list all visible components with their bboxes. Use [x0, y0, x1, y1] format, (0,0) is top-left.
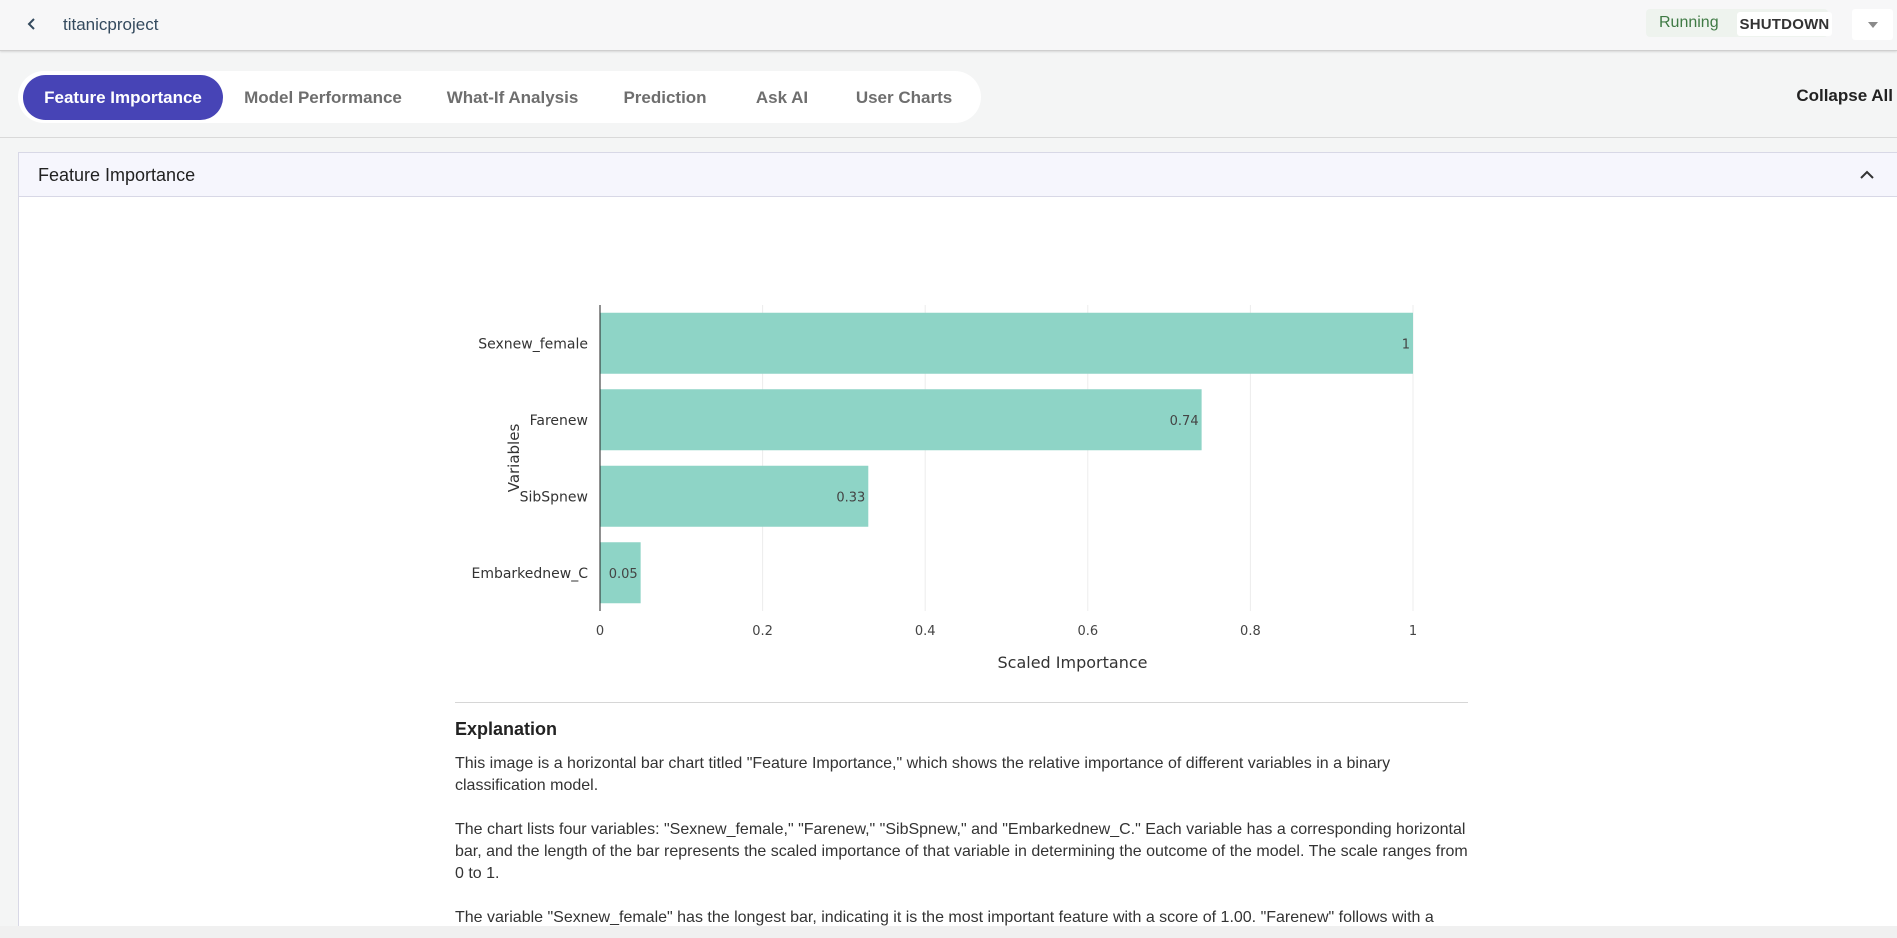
- bar: [600, 389, 1202, 451]
- bar-data-label: 0.33: [836, 490, 865, 505]
- chart-axes: 0 0.2 0.4 0.6 0.8 1 Sexnew_female Farenew SibSpn…: [471, 305, 1417, 639]
- feature-importance-chart: 1 0.74 0.33 0.05 0 0.2 0.4 0.6 0.8 1 Sexnew_femal…: [471, 305, 1417, 672]
- panel-header[interactable]: Feature Importance: [19, 153, 1897, 197]
- y-axis-label: Variables: [505, 424, 523, 493]
- explanation-paragraph: The variable "Sexnew_female" has the lon…: [455, 909, 1434, 926]
- back-arrow-icon[interactable]: [20, 12, 44, 36]
- explanation-divider: [455, 702, 1468, 703]
- bar-data-label: 0.74: [1170, 414, 1199, 429]
- bar: [600, 312, 1413, 374]
- divider: [0, 137, 1897, 138]
- y-tick-label: Embarkednew_C: [471, 566, 588, 582]
- bar: [600, 542, 641, 604]
- dropdown-button[interactable]: [1852, 9, 1893, 40]
- project-title: titanicproject: [63, 15, 159, 34]
- chart-bars: 1 0.74 0.33 0.05: [600, 312, 1413, 604]
- tab-prediction[interactable]: Prediction: [623, 87, 707, 107]
- horizontal-scrollbar[interactable]: [0, 926, 1897, 938]
- x-axis-label: Scaled Importance: [998, 653, 1148, 672]
- tab-feature-importance[interactable]: Feature Importance: [23, 75, 223, 120]
- bar-data-label: 1: [1402, 337, 1410, 352]
- explanation-paragraph: The chart lists four variables: "Sexnew_…: [455, 821, 1468, 882]
- bar-data-label: 0.05: [609, 567, 638, 582]
- explanation-text: This image is a horizontal bar chart tit…: [455, 753, 1470, 938]
- y-tick-label: SibSpnew: [520, 489, 588, 505]
- y-tick-label: Sexnew_female: [478, 336, 588, 352]
- bar: [600, 465, 869, 527]
- x-tick-label: 0.6: [1077, 624, 1098, 639]
- x-tick-label: 0.2: [752, 624, 773, 639]
- shutdown-button[interactable]: SHUTDOWN: [1737, 12, 1832, 36]
- chevron-up-icon[interactable]: [1855, 163, 1879, 187]
- x-tick-label: 1: [1409, 624, 1417, 639]
- tab-ask-ai[interactable]: Ask AI: [755, 87, 809, 107]
- tab-what-if-analysis[interactable]: What-If Analysis: [446, 87, 579, 107]
- x-tick-label: 0.8: [1240, 624, 1261, 639]
- tab-model-performance[interactable]: Model Performance: [244, 87, 402, 107]
- x-tick-label: 0.4: [915, 624, 936, 639]
- feature-importance-panel: Feature Importance 1 0.74 0.33 0.05 0 0.2 0.4…: [18, 152, 1897, 938]
- x-tick-label: 0: [596, 624, 604, 639]
- panel-title: Feature Importance: [38, 165, 196, 185]
- status-badge: Running: [1659, 14, 1719, 31]
- caret-down-icon: [1867, 21, 1878, 28]
- explanation-title: Explanation: [455, 719, 558, 739]
- y-tick-label: Farenew: [530, 413, 588, 429]
- top-bar: titanicproject Running SHUTDOWN: [0, 0, 1897, 51]
- collapse-all-button[interactable]: Collapse All: [1796, 86, 1893, 105]
- explanation-paragraph: This image is a horizontal bar chart tit…: [455, 755, 1391, 794]
- tab-user-charts[interactable]: User Charts: [855, 87, 953, 107]
